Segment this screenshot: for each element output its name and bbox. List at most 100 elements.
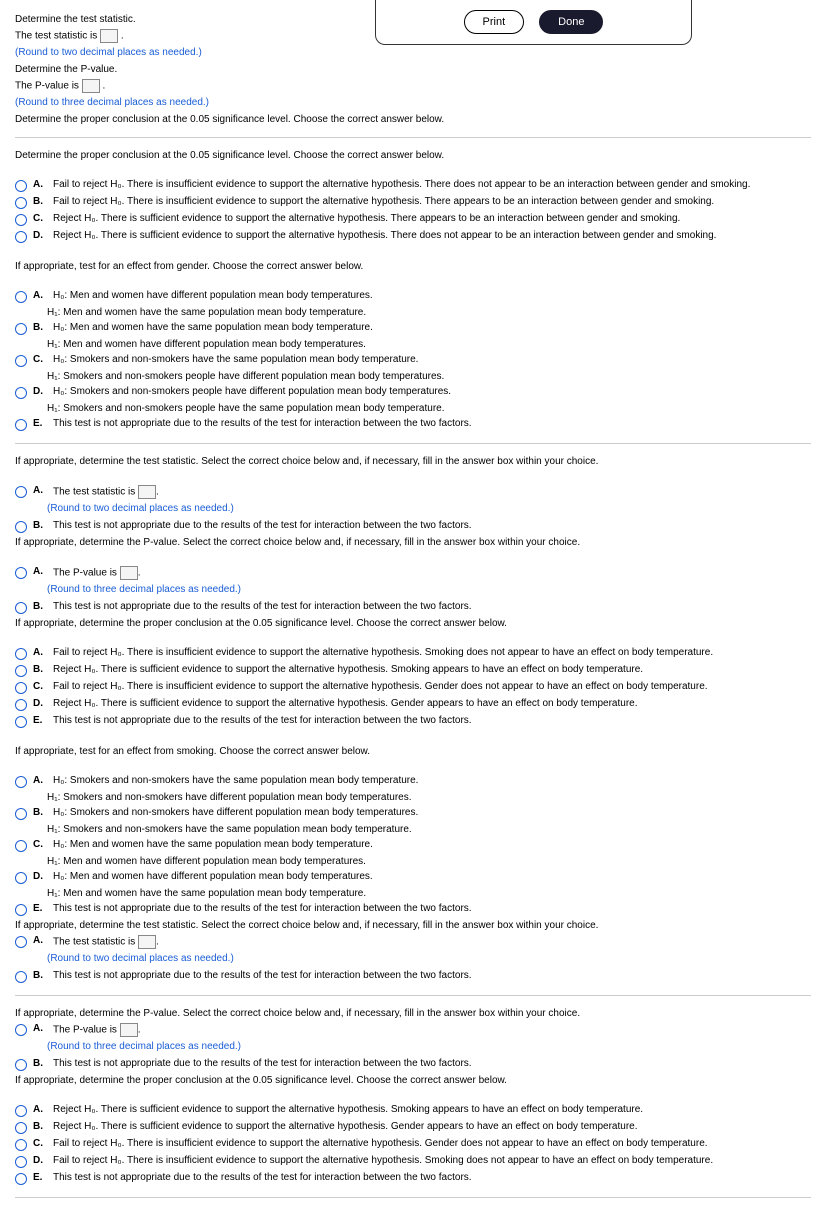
radio-icon[interactable] [15,419,27,431]
pv-sel2-opt-a[interactable]: A.The P-value is . [15,1023,811,1037]
radio-icon[interactable] [15,214,27,226]
radio-icon[interactable] [15,936,27,948]
opt-letter: A. [33,775,47,786]
ts2-hint: (Round to two decimal places as needed.) [47,953,811,964]
ts-prefix: The test statistic is [15,31,100,42]
opt-text: H₀: Smokers and non-smokers people have … [53,386,811,397]
radio-icon[interactable] [15,699,27,711]
pv-sel-input[interactable] [120,566,138,580]
radio-icon[interactable] [15,904,27,916]
question-determine-pv: Determine the P-value. [15,64,811,75]
radio-icon[interactable] [15,387,27,399]
opt-letter: B. [33,1058,47,1069]
radio-icon[interactable] [15,197,27,209]
conc-gender-b[interactable]: B.Reject H₀. There is sufficient evidenc… [15,664,811,677]
radio-icon[interactable] [15,291,27,303]
ts-sel2-opt-a[interactable]: A.The test statistic is . [15,935,811,949]
radio-icon[interactable] [15,486,27,498]
ts-sel2-opt-b[interactable]: B.This test is not appropriate due to th… [15,970,811,983]
conc1-opt-c[interactable]: C.Reject H₀. There is sufficient evidenc… [15,213,811,226]
ts2-input[interactable] [138,935,156,949]
ts-sel-a-prefix: The test statistic is [53,487,138,498]
radio-icon[interactable] [15,602,27,614]
divider [15,443,811,444]
radio-icon[interactable] [15,716,27,728]
opt-text: Fail to reject H₀. There is insufficient… [53,1155,811,1166]
radio-icon[interactable] [15,231,27,243]
smoking-opt-c[interactable]: C.H₀: Men and women have the same popula… [15,839,811,852]
radio-icon[interactable] [15,567,27,579]
opt-letter: E. [33,715,47,726]
pv-row: The P-value is . [15,79,811,93]
pv-sel2-opt-b[interactable]: B.This test is not appropriate due to th… [15,1058,811,1071]
conc-smoking-e[interactable]: E.This test is not appropriate due to th… [15,1172,811,1185]
opt-text: H₀: Smokers and non-smokers have the sam… [53,775,811,786]
conc1-opt-d[interactable]: D.Reject H₀. There is sufficient evidenc… [15,230,811,243]
gender-opt-d[interactable]: D.H₀: Smokers and non-smokers people hav… [15,386,811,399]
conc-smoking-a[interactable]: A.Reject H₀. There is sufficient evidenc… [15,1104,811,1117]
gender-opt-c[interactable]: C.H₀: Smokers and non-smokers have the s… [15,354,811,367]
smoking-opt-e[interactable]: E.This test is not appropriate due to th… [15,903,811,916]
radio-icon[interactable] [15,971,27,983]
pv-suffix: . [102,81,105,92]
opt-text: H₀: Men and women have the same populati… [53,839,811,850]
ts-input[interactable] [100,29,118,43]
ts-sel-opt-a[interactable]: A.The test statistic is . [15,485,811,499]
conc-smoking-d[interactable]: D.Fail to reject H₀. There is insufficie… [15,1155,811,1168]
print-button[interactable]: Print [464,10,525,34]
radio-icon[interactable] [15,1173,27,1185]
done-button[interactable]: Done [539,10,603,34]
pv-sel-opt-a[interactable]: A.The P-value is . [15,566,811,580]
radio-icon[interactable] [15,840,27,852]
conc-gender-d[interactable]: D.Reject H₀. There is sufficient evidenc… [15,698,811,711]
pv2-hint: (Round to three decimal places as needed… [47,1041,811,1052]
opt-text: This test is not appropriate due to the … [53,715,811,726]
opt-text: H₀: Smokers and non-smokers have differe… [53,807,811,818]
radio-icon[interactable] [15,682,27,694]
radio-icon[interactable] [15,1024,27,1036]
ts-sel-prompt: If appropriate, determine the test stati… [15,456,811,467]
smoking-opt-d[interactable]: D.H₀: Men and women have different popul… [15,871,811,884]
ts-sel-opt-b[interactable]: B.This test is not appropriate due to th… [15,520,811,533]
pv-sel-hint: (Round to three decimal places as needed… [47,584,811,595]
radio-icon[interactable] [15,648,27,660]
conc-gender-e[interactable]: E. This test is not appropriate due to th… [15,715,811,728]
conc-gender-c[interactable]: C.Fail to reject H₀. There is insufficie… [15,681,811,694]
opt-letter: A. [33,1104,47,1115]
opt-text: H₀: Men and women have different populat… [53,290,811,301]
gender-opt-b[interactable]: B.H₀: Men and women have the same popula… [15,322,811,335]
radio-icon[interactable] [15,521,27,533]
radio-icon[interactable] [15,323,27,335]
conc1-opt-a[interactable]: A.Fail to reject H₀. There is insufficie… [15,179,811,192]
opt-text: The P-value is . [53,1023,811,1037]
radio-icon[interactable] [15,180,27,192]
opt-letter: A. [33,179,47,190]
opt-text: The test statistic is . [53,935,811,949]
ts-sel-input[interactable] [138,485,156,499]
opt-letter: C. [33,1138,47,1149]
pv-sel-a-suffix: . [138,568,141,579]
radio-icon[interactable] [15,1156,27,1168]
pv-input[interactable] [82,79,100,93]
conc-gender-a[interactable]: A.Fail to reject H₀. There is insufficie… [15,647,811,660]
smoking-opt-a[interactable]: A. H₀: Smokers and non-smokers have the s… [15,775,811,788]
gender-opt-a[interactable]: A.H₀: Men and women have different popul… [15,290,811,303]
ts-sel-hint: (Round to two decimal places as needed.) [47,503,811,514]
radio-icon[interactable] [15,872,27,884]
pv2-input[interactable] [120,1023,138,1037]
radio-icon[interactable] [15,1059,27,1071]
radio-icon[interactable] [15,355,27,367]
radio-icon[interactable] [15,1105,27,1117]
smoking-opt-b[interactable]: B.H₀: Smokers and non-smokers have diffe… [15,807,811,820]
radio-icon[interactable] [15,776,27,788]
pv-sel-opt-b[interactable]: B.This test is not appropriate due to th… [15,601,811,614]
conc1-opt-b[interactable]: B.Fail to reject H₀. There is insufficie… [15,196,811,209]
conc-smoking-b[interactable]: B.Reject H₀. There is sufficient evidenc… [15,1121,811,1134]
radio-icon[interactable] [15,665,27,677]
gender-opt-e[interactable]: E.This test is not appropriate due to th… [15,418,811,431]
conc-smoking-c[interactable]: C. Fail to reject H₀. There is insufficie… [15,1138,811,1151]
opt-text: Fail to reject H₀. There is insufficient… [53,1138,811,1149]
radio-icon[interactable] [15,808,27,820]
radio-icon[interactable] [15,1122,27,1134]
radio-icon[interactable] [15,1139,27,1151]
